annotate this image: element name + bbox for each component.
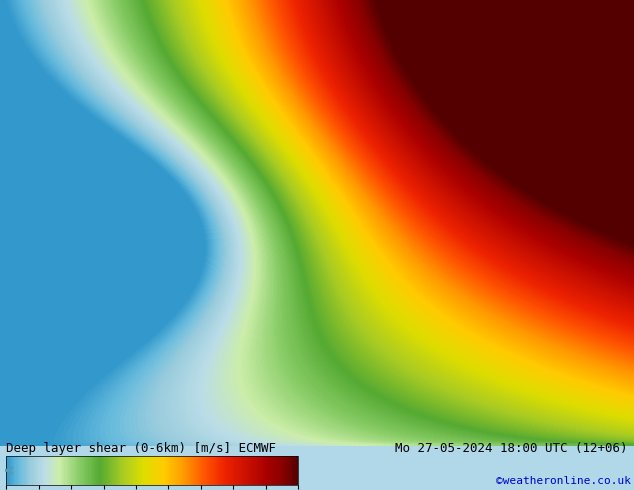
Text: ©weatheronline.co.uk: ©weatheronline.co.uk — [496, 476, 631, 486]
Text: Mo 27-05-2024 18:00 UTC (12+06): Mo 27-05-2024 18:00 UTC (12+06) — [395, 442, 628, 455]
Text: Deep layer shear (0-6km) [m/s] ECMWF: Deep layer shear (0-6km) [m/s] ECMWF — [6, 442, 276, 455]
